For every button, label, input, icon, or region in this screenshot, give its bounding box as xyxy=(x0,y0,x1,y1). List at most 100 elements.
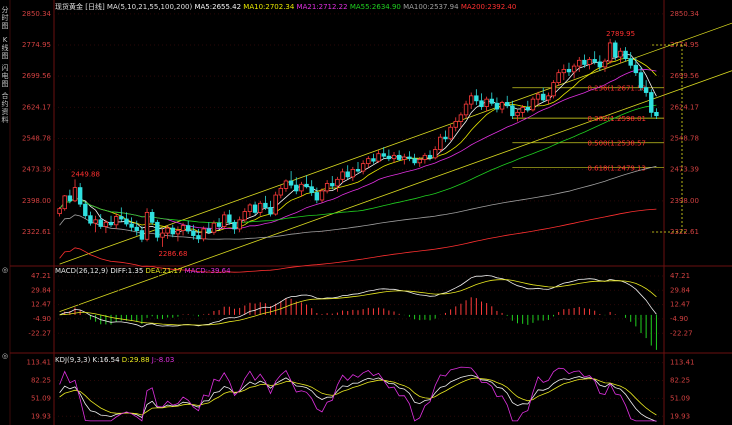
candle-body xyxy=(324,183,330,192)
candle-body xyxy=(520,107,525,113)
candle-body xyxy=(371,158,376,162)
macd-diff-value: DIFF:1.35 xyxy=(110,267,145,275)
tab-kline[interactable]: K线图 xyxy=(1,36,9,60)
macd-header: MACD(26,12,9) DIFF:1.35 DEA:21.17 MACD:-… xyxy=(55,267,231,275)
ma-value: MA21:2712.22 xyxy=(297,3,350,11)
candle-body xyxy=(180,225,186,231)
candle-body xyxy=(258,202,263,213)
kdj-k-value: K:16.54 xyxy=(93,356,122,364)
tab-contract-info[interactable]: 合约资料 xyxy=(1,92,9,124)
candle-body xyxy=(391,154,397,160)
candle-body xyxy=(541,93,546,101)
candle-body xyxy=(119,216,124,220)
ma-value: MA5:2655.42 xyxy=(194,3,243,11)
macd-tick-left: -22.27 xyxy=(28,329,51,337)
candle-body xyxy=(561,68,567,74)
candle-body xyxy=(597,61,603,68)
kdj-k-line xyxy=(59,374,657,422)
candle-body xyxy=(628,58,633,66)
kdj-j-line xyxy=(59,366,657,422)
candle-body xyxy=(494,102,500,110)
candle-body xyxy=(566,68,572,73)
candle-body xyxy=(149,211,155,223)
price-tick-left: 2624.17 xyxy=(22,103,51,111)
candle-body xyxy=(77,187,83,205)
candle-body xyxy=(319,190,325,201)
candle-body xyxy=(458,114,464,122)
macd-tick-right: -22.27 xyxy=(670,329,693,337)
candle-body xyxy=(510,105,515,117)
candle-body xyxy=(607,42,613,62)
candle-body xyxy=(273,194,278,215)
kdj-tick-left: 113.41 xyxy=(27,359,52,367)
price-tick-left: 2322.61 xyxy=(22,228,51,236)
candle-body xyxy=(98,219,103,227)
candle-body xyxy=(160,232,165,238)
candle-body xyxy=(417,159,422,164)
candle-body xyxy=(463,103,469,116)
fib-level-label: 0.618(1:2479.13 xyxy=(587,164,646,172)
candle-body xyxy=(422,154,428,160)
price-tick-left: 2774.95 xyxy=(22,41,51,49)
kdj-indicator-icon[interactable]: ◎ xyxy=(1,352,9,360)
candle-body xyxy=(587,59,592,65)
candle-body xyxy=(602,60,608,68)
candle-body xyxy=(175,230,181,235)
candle-body xyxy=(129,223,134,228)
price-tick-right: 2548.78 xyxy=(670,135,699,143)
kdj-header: KDJ(9,3,3) K:16.54 D:29.88 J:-8.03 xyxy=(55,356,174,364)
candle-body xyxy=(113,216,119,226)
kdj-d-value: D:29.88 xyxy=(122,356,152,364)
ma-value: MA100:2537.94 xyxy=(403,3,461,11)
candle-body xyxy=(551,82,556,97)
candle-body xyxy=(216,222,222,227)
candle-body xyxy=(499,102,505,110)
macd-tick-right: 12.47 xyxy=(670,301,690,309)
candle-body xyxy=(571,65,577,73)
candle-body xyxy=(643,87,649,93)
macd-macd-value: MACD:-39.64 xyxy=(185,267,231,275)
macd-indicator-icon[interactable]: ◎ xyxy=(1,266,9,274)
candle-body xyxy=(232,221,237,230)
price-tick-left: 2850.34 xyxy=(22,10,51,18)
tab-intraday[interactable]: 分时图 xyxy=(1,6,9,30)
candle-body xyxy=(623,50,628,60)
candle-body xyxy=(556,72,561,84)
macd-tick-left: 47.21 xyxy=(31,272,51,280)
candle-body xyxy=(468,95,474,105)
candle-body xyxy=(489,98,494,104)
candle-body xyxy=(335,178,340,187)
candle-body xyxy=(103,221,109,227)
channel-lower-line xyxy=(59,70,732,312)
candle-body xyxy=(170,227,175,235)
main-header: 现货黄金 [日线] MA(5,10,21,55,100,200) MA5:265… xyxy=(55,2,516,11)
ma-value: MA200:2392.40 xyxy=(461,3,517,11)
candle-body xyxy=(278,188,284,196)
candle-body xyxy=(376,153,381,162)
candle-body xyxy=(134,226,139,231)
candle-body xyxy=(67,195,73,202)
kdj-tick-left: 51.09 xyxy=(31,394,51,402)
ma-line-200 xyxy=(59,208,657,273)
candle-body xyxy=(247,204,253,212)
price-tick-right: 2850.34 xyxy=(670,10,699,18)
candle-body xyxy=(366,158,371,165)
candle-body xyxy=(592,59,597,63)
candle-body xyxy=(93,219,98,224)
tab-flash[interactable]: 闪电图 xyxy=(1,64,9,88)
candle-body xyxy=(427,154,433,159)
candle-body xyxy=(165,227,170,234)
candle-body xyxy=(345,171,350,178)
kdj-label: KDJ(9,3,3) xyxy=(55,356,93,364)
kdj-j-value: J:-8.03 xyxy=(151,356,175,364)
price-annotation: 2286.68 xyxy=(158,250,187,258)
candle-body xyxy=(237,219,242,230)
candle-body xyxy=(288,180,294,186)
kdj-tick-right: 51.09 xyxy=(670,394,690,402)
candle-body xyxy=(432,149,438,159)
candle-body xyxy=(530,98,536,111)
symbol-name: 现货黄金 xyxy=(55,2,85,11)
candle-body xyxy=(484,98,489,107)
